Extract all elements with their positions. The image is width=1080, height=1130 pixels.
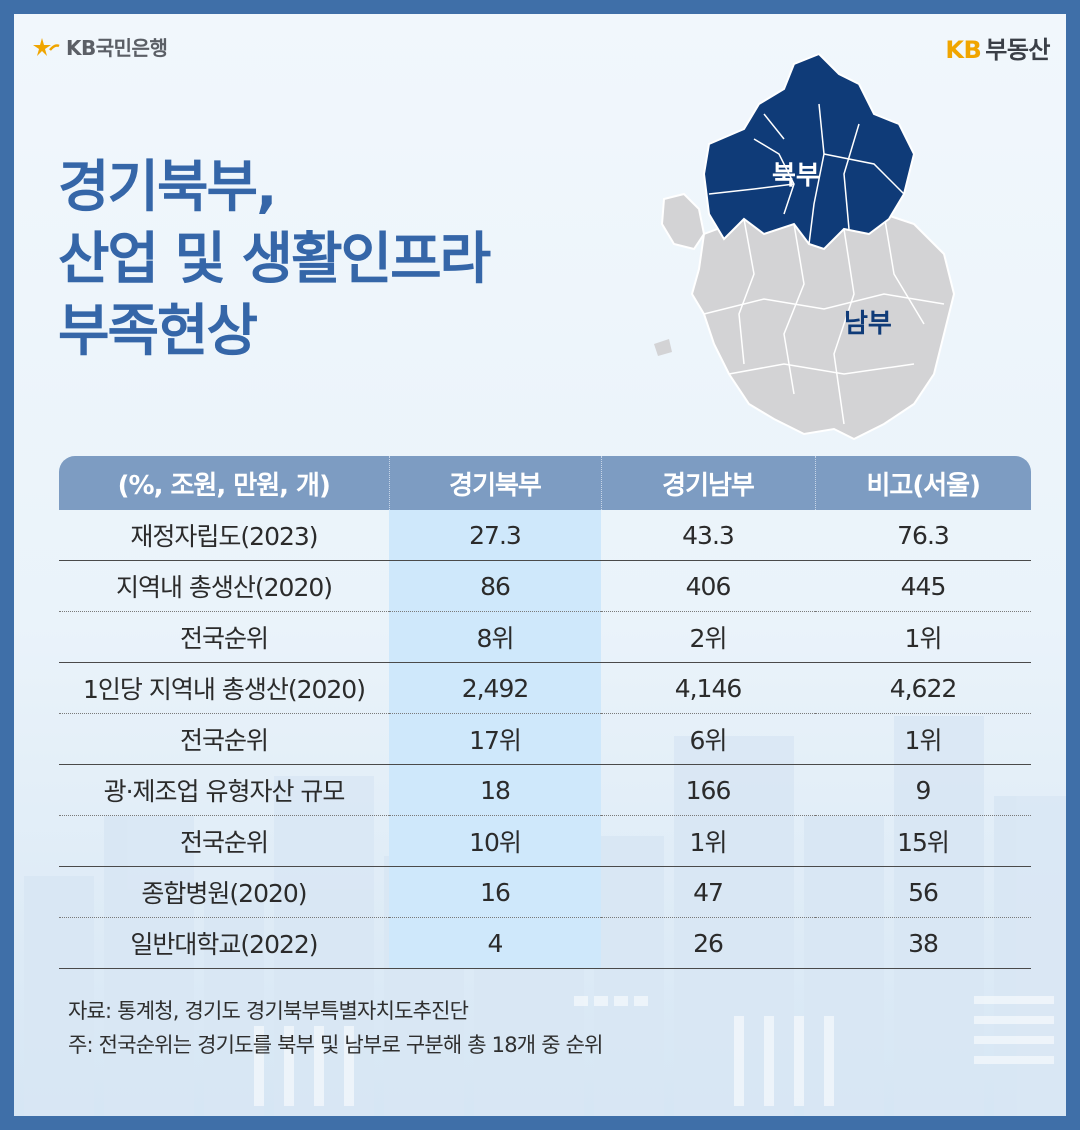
ranking-note: 주: 전국순위는 경기도를 북부 및 남부로 구분해 총 18개 중 순위	[68, 1033, 603, 1057]
value-cell: 27.3	[389, 510, 601, 561]
title-line-2: 산업 및 생활인프라	[58, 227, 491, 292]
value-cell: 16	[389, 866, 601, 918]
row-label-cell: 지역내 총생산(2020)	[59, 560, 389, 612]
map-north-region	[702, 52, 916, 251]
value-cell: 4,146	[601, 662, 815, 714]
value-cell: 9	[815, 764, 1031, 816]
title-line-1: 경기북부,	[58, 155, 277, 220]
value-cell: 1위	[601, 815, 815, 867]
table-row: 전국순위 17위 6위 1위	[59, 713, 1031, 765]
table-row: 전국순위 8위 2위 1위	[59, 611, 1031, 663]
value-cell: 38	[815, 917, 1031, 969]
title-line-3: 부족현상	[58, 299, 258, 364]
value-cell: 86	[389, 560, 601, 612]
table-row: 지역내 총생산(2020) 86 406 445	[59, 560, 1031, 612]
row-label-cell: 종합병원(2020)	[59, 866, 389, 918]
row-label-cell: 광·제조업 유형자산 규모	[59, 764, 389, 816]
value-cell: 8위	[389, 611, 601, 663]
table-row: 일반대학교(2022) 4 26 38	[59, 917, 1031, 969]
value-cell: 166	[601, 764, 815, 816]
value-cell: 4,622	[815, 662, 1031, 714]
value-cell: 4	[389, 917, 601, 969]
source-note: 자료: 통계청, 경기도 경기북부특별자치도추진단	[68, 999, 469, 1023]
value-cell: 6위	[601, 713, 815, 765]
row-label-cell: 일반대학교(2022)	[59, 917, 389, 969]
row-label-cell: 전국순위	[59, 611, 389, 663]
value-cell: 26	[601, 917, 815, 969]
kb-star-icon	[33, 37, 60, 56]
header-south: 경기남부	[600, 456, 815, 510]
gyeonggi-map: 북부 남부	[654, 52, 956, 441]
header-north: 경기북부	[388, 456, 601, 510]
bank-name: KB국민은행	[66, 36, 168, 60]
table-row: 전국순위 10위 1위 15위	[59, 815, 1031, 867]
table-header-row: (%, 조원, 만원, 개) 경기북부 경기남부 비고(서울)	[59, 456, 1031, 510]
map-south-region	[654, 192, 956, 441]
row-label-cell: 재정자립도(2023)	[59, 510, 389, 561]
row-label-cell: 전국순위	[59, 713, 389, 765]
north-region-label: 북부	[772, 161, 820, 191]
infographic-panel: KB국민은행 KB 부동산 경기북부, 산업 및 생활인프라 부족현상	[14, 14, 1066, 1116]
value-cell: 47	[601, 866, 815, 918]
value-cell: 43.3	[601, 510, 815, 561]
value-cell: 445	[815, 560, 1031, 612]
kb-kookmin-bank-logo: KB국민은행	[32, 32, 168, 61]
kb-realestate-logo: KB 부동산	[945, 30, 1050, 65]
value-cell: 2,492	[389, 662, 601, 714]
value-cell: 18	[389, 764, 601, 816]
table-row: 종합병원(2020) 16 47 56	[59, 866, 1031, 918]
header-units: (%, 조원, 만원, 개)	[59, 456, 389, 510]
value-cell: 406	[601, 560, 815, 612]
page-title: 경기북부, 산업 및 생활인프라 부족현상	[58, 152, 491, 368]
value-cell: 56	[815, 866, 1031, 918]
south-region-label: 남부	[844, 309, 892, 339]
realestate-name: 부동산	[985, 36, 1050, 64]
kb-mark: KB	[945, 36, 982, 64]
value-cell: 10위	[389, 815, 601, 867]
header-seoul: 비고(서울)	[814, 456, 1031, 510]
table-row: 1인당 지역내 총생산(2020) 2,492 4,146 4,622	[59, 662, 1031, 714]
table-row: 재정자립도(2023) 27.3 43.3 76.3	[59, 510, 1031, 561]
value-cell: 2위	[601, 611, 815, 663]
value-cell: 1위	[815, 713, 1031, 765]
value-cell: 1위	[815, 611, 1031, 663]
table-row: 광·제조업 유형자산 규모 18 166 9	[59, 764, 1031, 816]
footnotes: 자료: 통계청, 경기도 경기북부특별자치도추진단 주: 전국순위는 경기도를 …	[68, 994, 603, 1062]
row-label-cell: 1인당 지역내 총생산(2020)	[59, 662, 389, 714]
comparison-table: (%, 조원, 만원, 개) 경기북부 경기남부 비고(서울) 재정자립도(20…	[59, 456, 1031, 969]
row-label-cell: 전국순위	[59, 815, 389, 867]
value-cell: 15위	[815, 815, 1031, 867]
value-cell: 17위	[389, 713, 601, 765]
value-cell: 76.3	[815, 510, 1031, 561]
